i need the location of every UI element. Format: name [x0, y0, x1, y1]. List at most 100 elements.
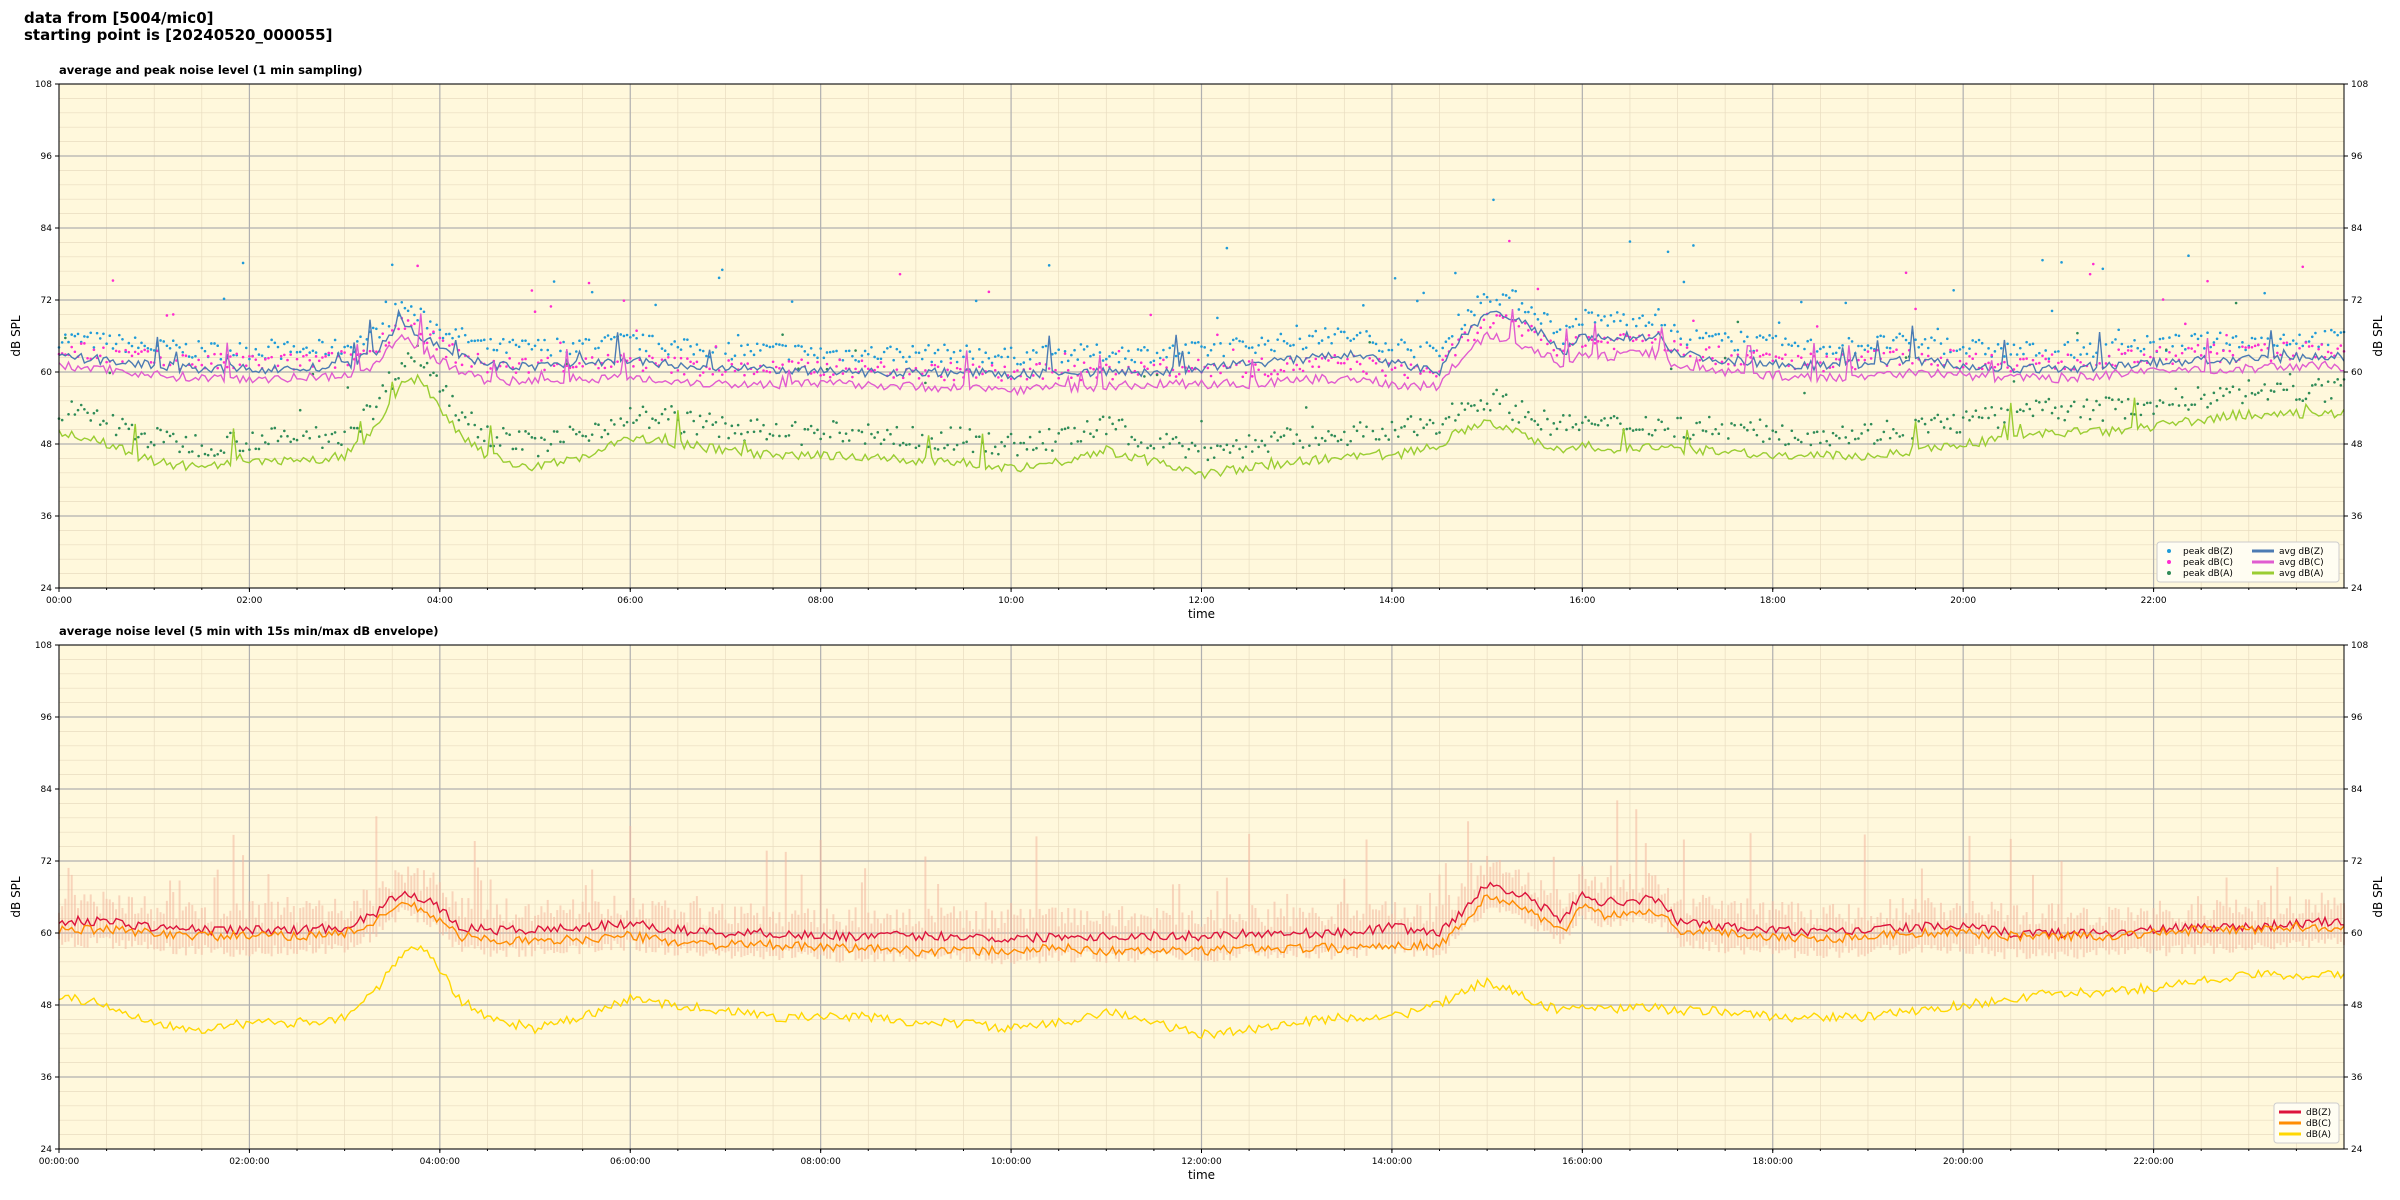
- peak-point: [1768, 437, 1771, 441]
- peak-point: [2018, 346, 2022, 350]
- peak-point: [1098, 351, 1102, 354]
- peak-point: [1739, 330, 1743, 334]
- peak-point: [892, 376, 895, 379]
- peak-point: [793, 420, 797, 424]
- peak-point: [1622, 332, 1625, 336]
- peak-point: [1390, 348, 1394, 352]
- peak-point: [990, 361, 994, 365]
- peak-point: [1587, 311, 1590, 314]
- y-tick-label: 96: [41, 713, 53, 723]
- peak-point: [432, 371, 435, 375]
- peak-point: [755, 342, 759, 346]
- peak-point: [806, 353, 810, 356]
- peak-point: [1473, 313, 1476, 317]
- peak-point: [384, 300, 388, 304]
- peak-point: [298, 364, 302, 367]
- peak-point: [803, 349, 807, 353]
- peak-point: [2041, 258, 2044, 262]
- peak-point: [606, 432, 610, 436]
- peak-point: [1333, 434, 1337, 438]
- peak-point: [1819, 361, 1822, 364]
- peak-point: [2006, 366, 2009, 369]
- peak-point: [1070, 442, 1073, 445]
- peak-point: [2123, 351, 2127, 355]
- peak-point: [1888, 350, 1892, 354]
- peak-point: [740, 344, 743, 348]
- peak-point: [409, 356, 413, 359]
- peak-point: [2190, 334, 2193, 338]
- peak-point: [521, 339, 524, 343]
- peak-point: [1895, 348, 1898, 352]
- peak-point: [105, 342, 108, 345]
- peak-point: [1717, 332, 1721, 336]
- peak-point: [1965, 352, 1968, 355]
- peak-point: [1441, 358, 1444, 362]
- peak-point: [632, 334, 635, 337]
- peak-point: [705, 354, 708, 358]
- peak-point: [654, 303, 657, 307]
- peak-point: [2079, 415, 2082, 419]
- peak-point: [200, 346, 204, 350]
- peak-point: [860, 430, 864, 434]
- peak-point: [1720, 360, 1724, 364]
- peak-point: [2317, 345, 2320, 349]
- peak-point: [1520, 400, 1524, 403]
- page-title: data from [5004/mic0] starting point is …: [24, 10, 332, 44]
- peak-point: [2193, 403, 2197, 406]
- peak-point: [901, 376, 905, 380]
- peak-point: [1184, 456, 1187, 459]
- peak-point: [1444, 340, 1448, 344]
- peak-point: [1593, 423, 1597, 426]
- peak-point: [1625, 427, 1629, 431]
- peak-point: [86, 411, 89, 415]
- peak-point: [879, 357, 883, 361]
- peak-point: [1828, 345, 1832, 349]
- peak-point: [1561, 414, 1565, 417]
- peak-point: [660, 347, 664, 350]
- peak-point: [714, 421, 718, 424]
- peak-point: [1143, 375, 1146, 378]
- peak-point: [162, 363, 166, 367]
- peak-point: [889, 432, 892, 436]
- peak-point: [1254, 438, 1257, 442]
- peak-point: [1539, 322, 1543, 325]
- peak-point: [238, 449, 242, 453]
- peak-point: [387, 341, 391, 344]
- peak-point: [724, 352, 727, 355]
- peak-point: [1174, 436, 1178, 439]
- peak-point: [419, 364, 423, 367]
- peak-point: [790, 300, 794, 303]
- peak-point: [600, 435, 603, 439]
- peak-point: [1711, 334, 1714, 338]
- peak-point: [1657, 418, 1660, 422]
- peak-point: [733, 431, 737, 435]
- peak-point: [1333, 353, 1337, 357]
- x-tick-label: 12:00:00: [1181, 1157, 1222, 1167]
- peak-point: [1888, 436, 1892, 440]
- peak-point: [1739, 423, 1743, 427]
- peak-point: [1171, 344, 1175, 347]
- peak-point: [1869, 357, 1873, 360]
- peak-point: [2339, 331, 2343, 334]
- peak-point: [835, 365, 838, 368]
- peak-point: [1187, 351, 1191, 355]
- peak-point: [1514, 289, 1517, 293]
- peak-point: [327, 353, 331, 357]
- peak-point: [1796, 438, 1800, 442]
- peak-point: [1479, 399, 1483, 402]
- peak-point: [92, 348, 96, 352]
- peak-point: [1968, 347, 1971, 350]
- peak-point: [692, 362, 696, 365]
- legend-label: avg dB(A): [2279, 569, 2323, 579]
- peak-point: [1330, 341, 1333, 345]
- peak-point: [1736, 320, 1740, 324]
- peak-point: [895, 425, 899, 429]
- peak-point: [1419, 372, 1422, 375]
- peak-point: [647, 334, 651, 338]
- peak-point: [1717, 345, 1721, 348]
- peak-point: [1320, 436, 1324, 440]
- peak-point: [1393, 366, 1397, 370]
- peak-point: [1619, 319, 1622, 323]
- peak-point: [98, 423, 102, 426]
- peak-point: [1993, 350, 1997, 353]
